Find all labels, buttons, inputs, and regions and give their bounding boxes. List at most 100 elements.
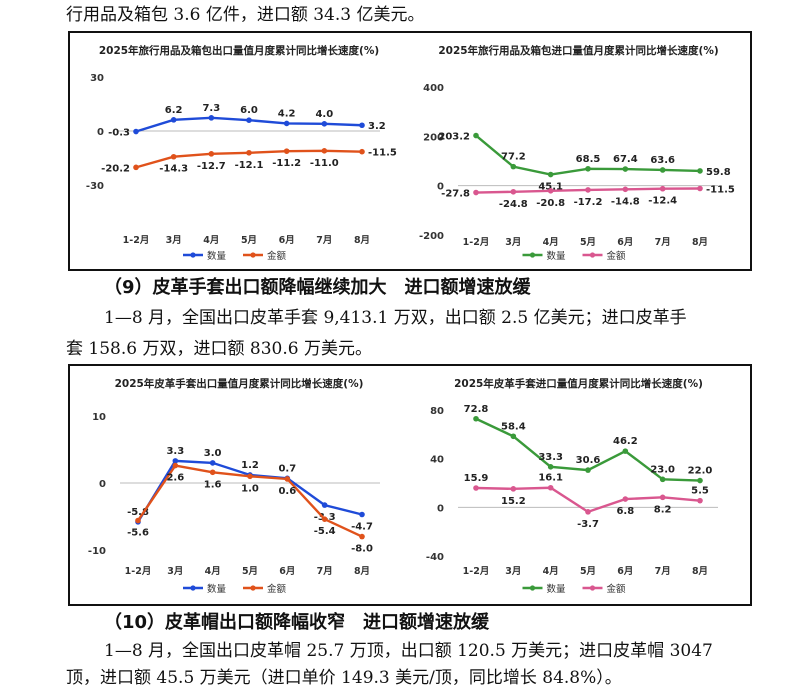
data-point — [473, 415, 479, 422]
data-label: -4.7 — [351, 521, 373, 532]
data-point — [473, 132, 479, 139]
data-point — [510, 188, 517, 195]
y-tick-label: -30 — [86, 181, 104, 192]
y-tick-label: 0 — [99, 479, 106, 490]
data-point — [585, 165, 591, 172]
data-point — [283, 148, 290, 154]
section9-para-line1: 1—8 月，全国出口皮革手套 9,413.1 万双，出口额 2.5 亿美元；进口… — [104, 308, 687, 328]
data-point — [209, 469, 216, 476]
legend-marker — [529, 585, 536, 591]
y-tick-label: 200 — [423, 132, 444, 143]
data-label: -24.8 — [499, 199, 528, 210]
chart-title: 2025年皮革手套进口量值月度累计同比增长速度(%) — [454, 377, 703, 390]
data-label: 6.8 — [616, 506, 634, 517]
legend-label: 金额 — [267, 250, 287, 262]
x-tick-label: 3月 — [505, 237, 521, 248]
data-label: -5.4 — [314, 526, 336, 537]
chart-gloves-import: 2025年皮革手套进口量值月度累计同比增长速度(%) 80 40 0 -40 1-2月 3月… — [412, 370, 745, 600]
x-tick-label: 7月 — [316, 235, 332, 246]
y-tick-label: 30 — [90, 73, 104, 84]
legend-marker — [589, 585, 596, 591]
data-point — [209, 460, 216, 466]
data-point — [246, 149, 252, 156]
data-label: -8.0 — [351, 544, 373, 555]
x-tick-label: 6月 — [279, 566, 295, 577]
chart-travel-export: 2025年旅行用品及箱包出口量值月度累计同比增长速度(%) 30 0 -30 1-2月 3… — [74, 37, 404, 265]
data-label: 2.6 — [166, 473, 184, 484]
data-point — [208, 151, 215, 157]
y-tick-label: 0 — [437, 182, 444, 193]
data-point — [547, 171, 554, 178]
data-label: -3.7 — [577, 519, 599, 530]
data-label: 0.7 — [278, 463, 296, 474]
data-point — [622, 496, 629, 502]
data-point — [133, 128, 139, 135]
data-label: -27.8 — [441, 189, 470, 200]
data-point — [321, 516, 328, 522]
data-point — [321, 502, 328, 508]
data-point — [283, 120, 290, 127]
data-label: 15.2 — [501, 496, 526, 507]
data-label: 7.3 — [202, 103, 220, 114]
y-tick-label: 0 — [437, 503, 444, 514]
y-tick-label: 40 — [430, 455, 444, 466]
data-label: 4.0 — [315, 109, 333, 120]
data-point — [208, 115, 215, 121]
data-label: 59.8 — [706, 167, 731, 178]
legend-label: 数量 — [547, 250, 567, 262]
legend-label: 金额 — [607, 250, 627, 262]
data-label: 3.3 — [166, 446, 184, 457]
data-point — [585, 509, 591, 515]
section10-para-line2: 顶，进口额 45.5 万美元（进口单价 149.3 美元/顶，同比增长 84.8… — [66, 668, 622, 688]
data-label: -11.2 — [272, 158, 301, 169]
x-tick-label: 3月 — [167, 566, 183, 577]
data-point — [510, 486, 517, 492]
data-label: -11.5 — [368, 148, 397, 159]
data-point — [133, 164, 139, 171]
data-label: -5.6 — [127, 528, 149, 539]
data-label: -20.8 — [536, 198, 565, 209]
legend-marker — [589, 252, 596, 258]
data-point — [247, 473, 253, 480]
data-point — [659, 167, 666, 173]
legend-label: 数量 — [207, 250, 227, 262]
data-label: -0.3 — [108, 128, 130, 139]
data-point — [510, 433, 517, 440]
section9-para-line2: 套 158.6 万双，进口额 830.6 万美元。 — [66, 339, 372, 359]
x-tick-label: 4月 — [543, 566, 559, 577]
data-label: -5.8 — [127, 507, 149, 518]
legend-label: 金额 — [607, 583, 627, 595]
data-point — [622, 186, 629, 193]
data-label: 6.2 — [165, 105, 183, 116]
data-label: 3.2 — [368, 121, 386, 132]
x-tick-label: 1-2月 — [123, 235, 150, 246]
data-point — [359, 122, 365, 129]
legend-marker — [529, 252, 536, 258]
data-label: 45.1 — [538, 182, 563, 193]
data-label: 4.2 — [278, 108, 296, 119]
chart-travel-import: 2025年旅行用品及箱包进口量值月度累计同比增长速度(%) 400 200 0 -200… — [412, 37, 745, 265]
data-label: 1.6 — [204, 479, 222, 490]
data-label: 203.2 — [438, 132, 470, 143]
data-point — [547, 484, 554, 491]
data-label: -12.7 — [197, 161, 226, 172]
section9-heading: （9）皮革手套出口额降幅继续加大 进口额增速放缓 — [104, 277, 531, 298]
data-label: -14.8 — [611, 196, 640, 207]
data-point — [473, 485, 479, 491]
y-tick-label: -10 — [88, 546, 106, 557]
chart-title: 2025年皮革手套出口量值月度累计同比增长速度(%) — [115, 377, 364, 390]
data-point — [473, 189, 479, 196]
x-tick-label: 4月 — [543, 237, 559, 248]
x-tick-label: 5月 — [580, 566, 596, 577]
data-label: 1.2 — [241, 460, 259, 471]
section10-para-line1: 1—8 月，全国出口皮革帽 25.7 万顶，出口额 120.5 万美元；进口皮革… — [104, 641, 713, 661]
data-label: 3.0 — [204, 448, 222, 459]
data-label: 33.3 — [538, 452, 563, 463]
data-point — [585, 187, 591, 193]
x-tick-label: 6月 — [617, 566, 633, 577]
data-point — [170, 117, 177, 123]
data-point — [547, 464, 554, 470]
data-point — [359, 533, 365, 540]
data-label: 68.5 — [576, 154, 601, 165]
x-tick-label: 4月 — [205, 566, 221, 577]
